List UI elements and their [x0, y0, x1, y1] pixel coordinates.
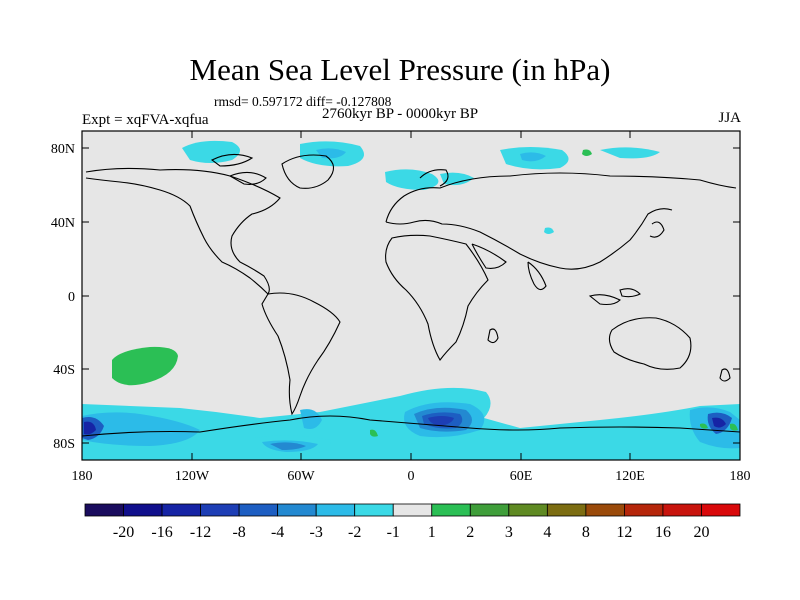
colorbar-swatch	[354, 503, 394, 517]
colorbar-swatch	[469, 503, 510, 517]
colorbar-label: 2	[466, 524, 474, 541]
y-tick-label: 40S	[53, 363, 75, 378]
x-tick-label: 180	[730, 469, 751, 484]
experiment-label: Expt = xqFVA-xqfua	[82, 112, 209, 128]
colorbar-label: 1	[428, 524, 436, 541]
y-tick-label: 0	[68, 290, 75, 305]
y-tick-label: 40N	[51, 216, 75, 231]
x-tick-label: 60E	[510, 469, 533, 484]
x-tick-label: 120E	[615, 469, 645, 484]
colorbar-swatch	[392, 503, 433, 517]
y-axis-ticks	[82, 147, 740, 444]
colorbar-label: 8	[582, 524, 590, 541]
colorbar-label: 20	[693, 524, 709, 541]
colorbar-label: -20	[113, 524, 134, 541]
x-axis-ticks	[81, 131, 741, 460]
x-tick-label: 60W	[287, 469, 315, 484]
colorbar-swatch	[277, 503, 317, 517]
colorbar-swatch	[238, 503, 279, 517]
colorbar-swatch	[508, 503, 548, 517]
colorbar-swatch	[662, 503, 702, 517]
anomaly-shading	[82, 140, 740, 460]
colorbar-label: -3	[310, 524, 323, 541]
colorbar-label: 4	[543, 524, 551, 541]
colorbar-label: -4	[271, 524, 284, 541]
colorbar-label: -12	[190, 524, 211, 541]
map-title: Mean Sea Level Pressure (in hPa)	[189, 52, 611, 87]
colorbar-label: -1	[387, 524, 400, 541]
x-tick-label: 120W	[175, 469, 210, 484]
coastlines	[82, 153, 740, 437]
colorbar-swatch	[315, 503, 356, 517]
colorbar-swatch	[84, 503, 124, 517]
y-tick-label: 80S	[53, 437, 75, 452]
colorbar-swatch	[123, 503, 163, 517]
colorbar-swatch	[624, 503, 664, 517]
period-line: 2760kyr BP - 0000kyr BP	[322, 106, 479, 122]
colorbar-swatch	[701, 503, 741, 517]
season-label: JJA	[718, 110, 741, 126]
colorbar-label: 12	[616, 524, 632, 541]
colorbar-swatch	[546, 503, 587, 517]
colorbar-label: -8	[232, 524, 245, 541]
colorbar-swatch	[585, 503, 625, 517]
colorbar-label: -16	[151, 524, 172, 541]
x-tick-label: 0	[408, 469, 415, 484]
colorbar-label: 3	[505, 524, 513, 541]
x-tick-label: 180	[72, 469, 93, 484]
colorbar-label: 16	[655, 524, 671, 541]
colorbar-swatch	[431, 503, 471, 517]
y-tick-labels: 80N 40N 0 40S 80S	[51, 142, 75, 452]
x-tick-labels: 180 120W 60W 0 60E 120E 180	[72, 469, 751, 484]
y-tick-label: 80N	[51, 142, 75, 157]
colorbar-label: -2	[348, 524, 361, 541]
colorbar-swatch	[200, 503, 240, 517]
stats-line: rmsd= 0.597172 diff= -0.127808	[214, 94, 392, 109]
colorbar-swatch	[161, 503, 201, 517]
colorbar: -20 -16 -12 -8 -4 -3 -2 -1 1 2 3 4 8 12 16 20	[84, 503, 741, 541]
